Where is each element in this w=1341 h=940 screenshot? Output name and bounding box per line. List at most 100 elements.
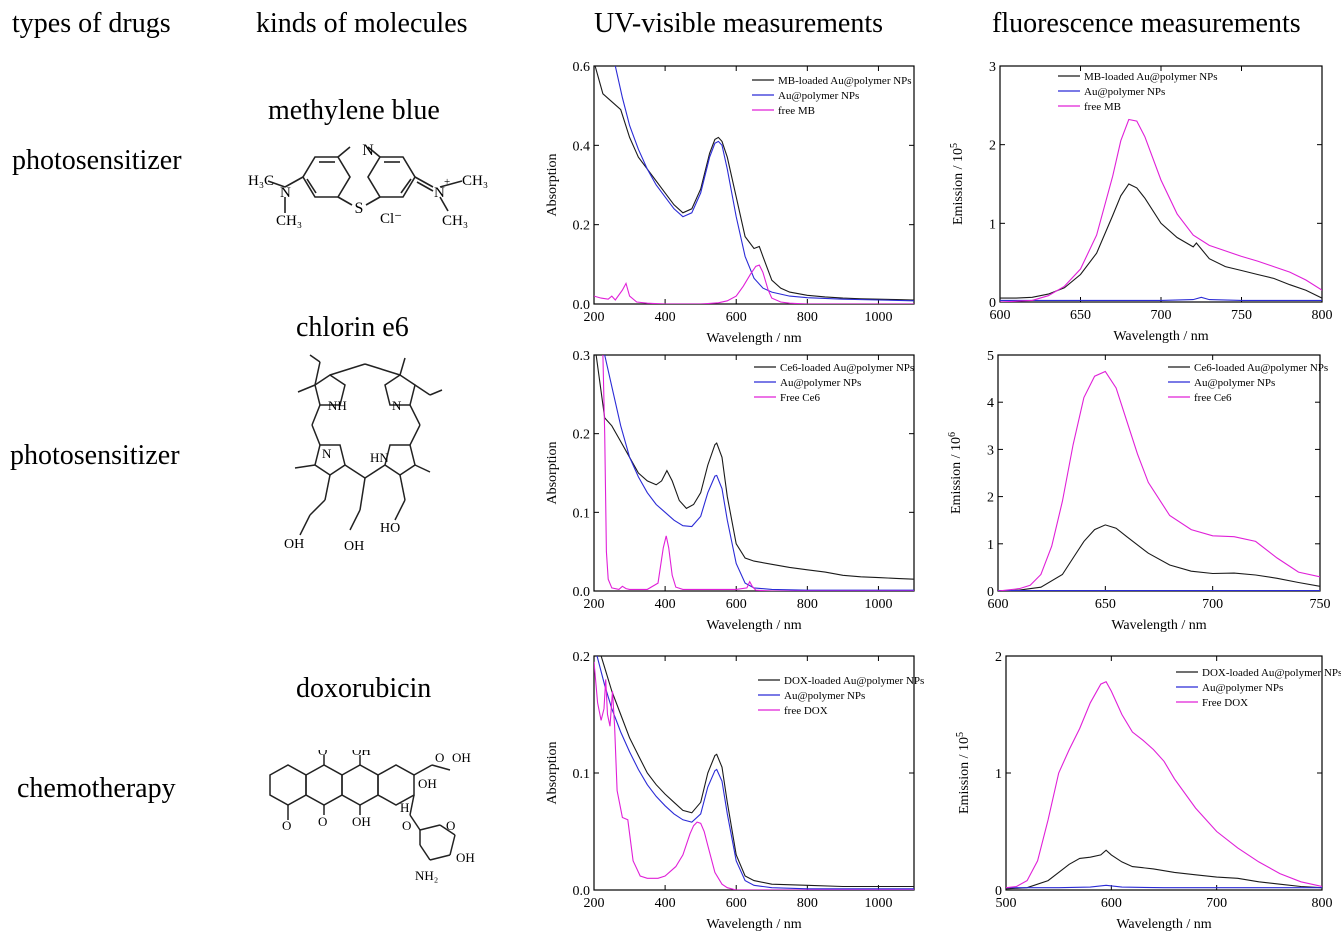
mb-ch3-left: CH₃ (276, 213, 302, 229)
y-tick-label: 0.6 (573, 60, 591, 75)
ce6-n-left: N (322, 446, 332, 461)
legend-label-1: Au@polymer NPs (780, 377, 861, 389)
x-tick-label: 700 (1206, 896, 1227, 911)
series-line-1 (1006, 884, 1322, 889)
dox-o-sugar: O (446, 818, 455, 833)
y-axis-label-exponent: 6 (947, 432, 958, 437)
header-uv-visible: UV-visible measurements (594, 8, 884, 39)
x-tick-label: 200 (584, 310, 605, 325)
series-line-2 (594, 661, 914, 890)
header-fluorescence: fluorescence measurements (992, 8, 1301, 39)
y-tick-label: 0 (987, 585, 994, 600)
y-axis-label: Absorption (545, 154, 560, 217)
y-axis-label: Absorption (545, 442, 560, 505)
x-tick-label: 400 (655, 896, 676, 911)
x-axis-label: Wavelength / nm (1116, 917, 1211, 932)
legend-label-0: Ce6-loaded Au@polymer NPs (1194, 362, 1328, 374)
x-axis-label: Wavelength / nm (1111, 618, 1206, 633)
dox-oh-top: OH (352, 750, 371, 758)
y-tick-label: 1 (995, 767, 1002, 782)
series-line-0 (600, 656, 914, 888)
y-axis-label: Emission / 106 (947, 432, 965, 514)
y-tick-label: 0.0 (573, 884, 591, 899)
methylene-blue-structure: N S H₃C N CH₃ N + CH₃ CH₃ Cl⁻ (248, 142, 488, 229)
y-tick-label: 2 (989, 139, 996, 154)
ce6-n-right: N (392, 398, 402, 413)
legend-label-1: Au@polymer NPs (1084, 86, 1165, 98)
y-tick-label: 0 (989, 296, 996, 311)
legend-label-0: MB-loaded Au@polymer NPs (1084, 71, 1218, 83)
mb-s: S (355, 200, 364, 217)
x-tick-label: 800 (797, 896, 818, 911)
header-types-of-drugs: types of drugs (12, 8, 171, 39)
y-tick-label: 1 (987, 538, 994, 553)
series-line-2 (602, 355, 914, 591)
dox-oh-chain: OH (452, 750, 471, 765)
series-line-1 (614, 66, 914, 302)
x-tick-label: 600 (726, 896, 747, 911)
series-line-2 (1000, 118, 1322, 302)
legend-label-2: Free DOX (1202, 697, 1248, 709)
y-tick-label: 0.0 (573, 298, 591, 313)
y-tick-label: 4 (987, 396, 994, 411)
dox-oh-bottom: OH (352, 814, 371, 829)
ce6-oh-1: OH (284, 537, 304, 552)
x-axis-label: Wavelength / nm (706, 618, 801, 633)
doxorubicin-structure: O OH O OH OH O OH O H O O OH NH₂ (269, 750, 475, 883)
x-tick-label: 400 (655, 597, 676, 612)
drug-type-row-3: chemotherapy (17, 773, 176, 804)
x-tick-label: 1000 (864, 597, 892, 612)
y-tick-label: 0 (995, 884, 1002, 899)
dox-o-bottom: O (318, 814, 327, 829)
x-tick-label: 500 (996, 896, 1017, 911)
mb-ch3-right-b: CH₃ (442, 213, 468, 229)
y-tick-label: 3 (987, 443, 994, 458)
series-line-0 (594, 66, 914, 301)
series-line-2 (594, 264, 914, 304)
plot-frame (593, 354, 915, 592)
legend-label-0: DOX-loaded Au@polymer NPs (1202, 667, 1341, 679)
molecule-name-chlorin-e6: chlorin e6 (296, 312, 409, 343)
y-tick-label: 0.2 (573, 428, 591, 443)
x-tick-label: 750 (1310, 597, 1331, 612)
y-tick-label: 0.2 (573, 219, 591, 234)
plot-frame (593, 65, 915, 305)
mb-ch3-right-a: CH₃ (462, 173, 488, 189)
y-axis-label-exponent: 5 (949, 143, 960, 148)
legend-label-2: Free Ce6 (780, 392, 821, 404)
series-line-0 (1000, 183, 1322, 299)
header-kinds-of-molecules: kinds of molecules (256, 8, 468, 39)
series-line-0 (998, 524, 1320, 591)
x-axis-label: Wavelength / nm (706, 917, 801, 932)
series-line-1 (596, 656, 914, 890)
chart-fluorescence-doxorubicin: 500 600 700 800 0 1 2 Wavelength / nm Emission /… (955, 650, 1341, 932)
mb-n-left: N (280, 185, 291, 201)
chart-uv-doxorubicin: 200 400 600 800 1000 0.0 0.1 0.2 Wavelength / nm… (545, 650, 924, 932)
series-line-2 (998, 370, 1320, 591)
y-tick-label: 1 (989, 217, 996, 232)
dox-o-glycoside: O (402, 818, 411, 833)
legend-label-2: free Ce6 (1194, 392, 1232, 404)
x-tick-label: 600 (726, 310, 747, 325)
legend-label-1: Au@polymer NPs (778, 90, 859, 102)
legend-label-0: MB-loaded Au@polymer NPs (778, 75, 912, 87)
x-tick-label: 1000 (864, 896, 892, 911)
chart-uv-chlorin-e6: 200 400 600 800 1000 0.0 0.1 0.2 0.3 Wavelength /… (545, 349, 915, 633)
plot-frame (593, 655, 915, 891)
mb-plus: + (444, 176, 450, 188)
x-tick-label: 800 (797, 310, 818, 325)
x-tick-label: 750 (1231, 308, 1252, 323)
x-axis-label: Wavelength / nm (706, 331, 801, 346)
y-axis-label: Absorption (545, 742, 560, 805)
molecule-name-doxorubicin: doxorubicin (296, 673, 432, 704)
series-line-1 (1000, 296, 1322, 301)
series-line-0 (1006, 849, 1322, 890)
legend-label-2: free MB (1084, 101, 1121, 113)
x-tick-label: 700 (1151, 308, 1172, 323)
ce6-hn: HN (370, 450, 389, 465)
x-tick-label: 400 (655, 310, 676, 325)
x-tick-label: 1000 (864, 310, 892, 325)
plot-frame (997, 354, 1321, 592)
molecule-name-methylene-blue: methylene blue (268, 95, 440, 126)
legend-label-0: Ce6-loaded Au@polymer NPs (780, 362, 914, 374)
